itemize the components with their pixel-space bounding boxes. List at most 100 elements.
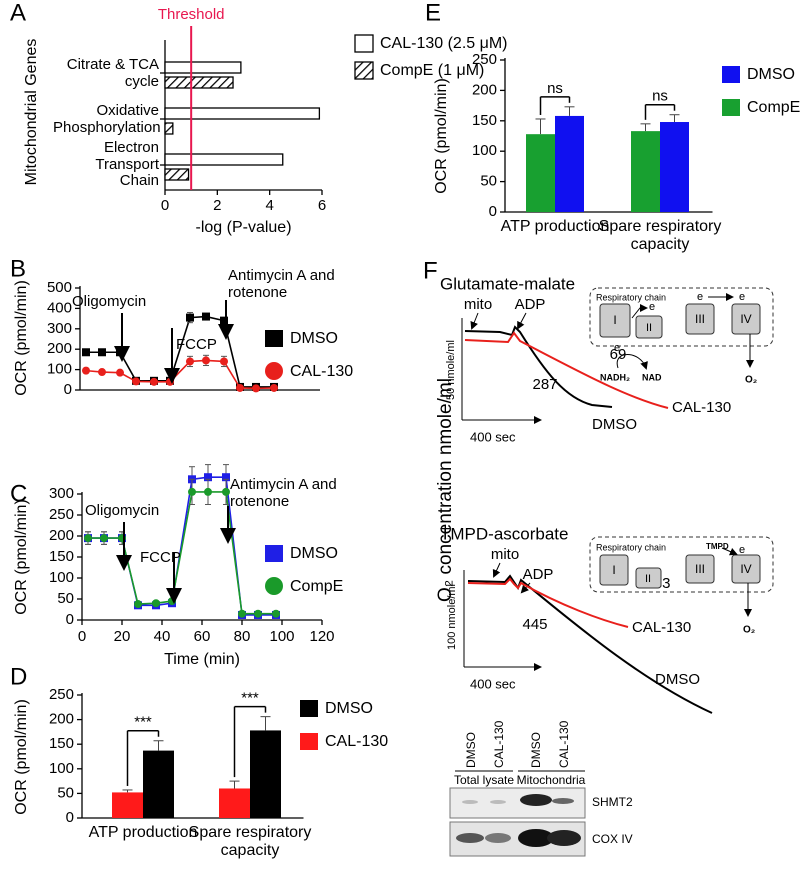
- complex-label: II: [646, 322, 652, 334]
- y-tick-label: 250: [472, 51, 497, 68]
- y-axis-label: Mitochondrial Genes: [23, 39, 40, 186]
- point: [84, 534, 92, 543]
- point: [116, 368, 124, 377]
- bar: [250, 730, 281, 818]
- electron-arrow: [631, 304, 648, 319]
- band-label: COX IV: [592, 832, 633, 846]
- point: [220, 357, 228, 366]
- legend-marker: [265, 577, 283, 595]
- addition-label: ADP: [523, 566, 554, 583]
- y-axis-label: OCR (pmol/min): [13, 499, 30, 615]
- trace-line: [467, 574, 713, 714]
- legend-marker: [265, 545, 283, 562]
- point: [202, 312, 210, 321]
- x-tick-label: 40: [154, 628, 171, 645]
- electron-arrow: [721, 547, 738, 556]
- electron-label: e: [739, 291, 745, 303]
- point: [202, 356, 210, 365]
- complex-label: I: [612, 563, 615, 577]
- panel-f: F O₂ concentration nmole/ml Glutamate-ma…: [423, 257, 774, 857]
- lane-label: DMSO: [464, 732, 478, 768]
- complex: [635, 315, 663, 339]
- blot-band: [456, 833, 484, 843]
- complex: [599, 303, 631, 338]
- electron-arrow: [616, 354, 648, 370]
- scheme-title: Respiratory chain: [596, 542, 666, 552]
- addition-label: ADP: [515, 296, 546, 313]
- point: [254, 609, 262, 618]
- legend-marker: [265, 330, 283, 347]
- y-tick-label: 50: [57, 784, 74, 801]
- complex-label: I: [613, 313, 616, 327]
- scale-label: 400 sec: [470, 676, 516, 691]
- complex: [731, 554, 761, 584]
- complex-label: IV: [740, 562, 751, 576]
- y-axis-label: OCR (pmol/min): [13, 280, 30, 396]
- donor-label: NADH₂: [600, 372, 630, 382]
- y-tick-label: 400: [47, 299, 72, 316]
- legend-label: CAL-130 (2.5 μM): [380, 35, 507, 52]
- annotation-label: Oligomycin: [72, 293, 146, 310]
- x-tick-label: 20: [114, 628, 131, 645]
- bar: [143, 750, 174, 818]
- group-label: Total lysate: [454, 773, 514, 787]
- point: [222, 487, 230, 496]
- complex: [685, 554, 715, 584]
- trace-label: DMSO: [655, 671, 700, 688]
- y-tick-label: 0: [489, 203, 497, 220]
- point: [82, 348, 90, 357]
- trace-line: [464, 331, 669, 409]
- lane-label: CAL-130: [492, 720, 506, 768]
- x-tick-label: 6: [318, 197, 326, 214]
- point: [150, 377, 158, 386]
- blot-band: [547, 830, 581, 846]
- point: [152, 599, 160, 608]
- scheme-title: Respiratory chain: [596, 292, 666, 302]
- y-tick-label: 200: [47, 340, 72, 357]
- complex: [685, 303, 715, 335]
- complex: [599, 554, 629, 586]
- point: [238, 609, 246, 618]
- point: [272, 609, 280, 618]
- point: [220, 316, 228, 325]
- bar: [164, 76, 234, 89]
- bar: [164, 122, 174, 135]
- legend-label: DMSO: [290, 330, 338, 347]
- bar: [164, 153, 284, 166]
- legend-marker: [722, 99, 740, 116]
- y-tick-label: 150: [472, 112, 497, 129]
- scale-label: 50 nmole/ml: [445, 340, 457, 400]
- significance-label: ns: [652, 88, 668, 105]
- bar: [164, 107, 321, 120]
- rate-label: 69: [610, 346, 627, 363]
- point: [134, 600, 142, 609]
- legend-label: CompE: [747, 99, 800, 116]
- legend-marker: [354, 61, 374, 80]
- trace-label: CAL-130: [632, 619, 691, 636]
- legend-label: DMSO: [747, 66, 795, 83]
- significance-label: ***: [241, 690, 259, 707]
- blot-band: [552, 798, 574, 804]
- point: [132, 377, 140, 386]
- y-axis-label: OCR (pmol/min): [13, 699, 30, 815]
- x-tick-label: 0: [161, 197, 169, 214]
- electron-label: e: [614, 342, 620, 354]
- point: [98, 368, 106, 377]
- acceptor-label: NAD: [642, 372, 662, 382]
- addition-label: mito: [491, 546, 519, 563]
- legend-marker: [265, 362, 283, 380]
- band-label: SHMT2: [592, 795, 633, 809]
- significance-label: ***: [134, 714, 152, 731]
- threshold-label: Threshold: [158, 6, 225, 23]
- x-tick-label: 60: [194, 628, 211, 645]
- addition-arrow: [520, 582, 531, 594]
- panel-label: D: [10, 663, 27, 690]
- scale-label: 100 nmole/ml: [446, 584, 458, 650]
- electron-label: e: [649, 301, 655, 313]
- rate-label: 287: [532, 376, 557, 393]
- complex-label: II: [645, 573, 651, 585]
- complex-label: III: [695, 312, 705, 326]
- y-tick-label: 200: [472, 81, 497, 98]
- blot-band: [462, 800, 478, 804]
